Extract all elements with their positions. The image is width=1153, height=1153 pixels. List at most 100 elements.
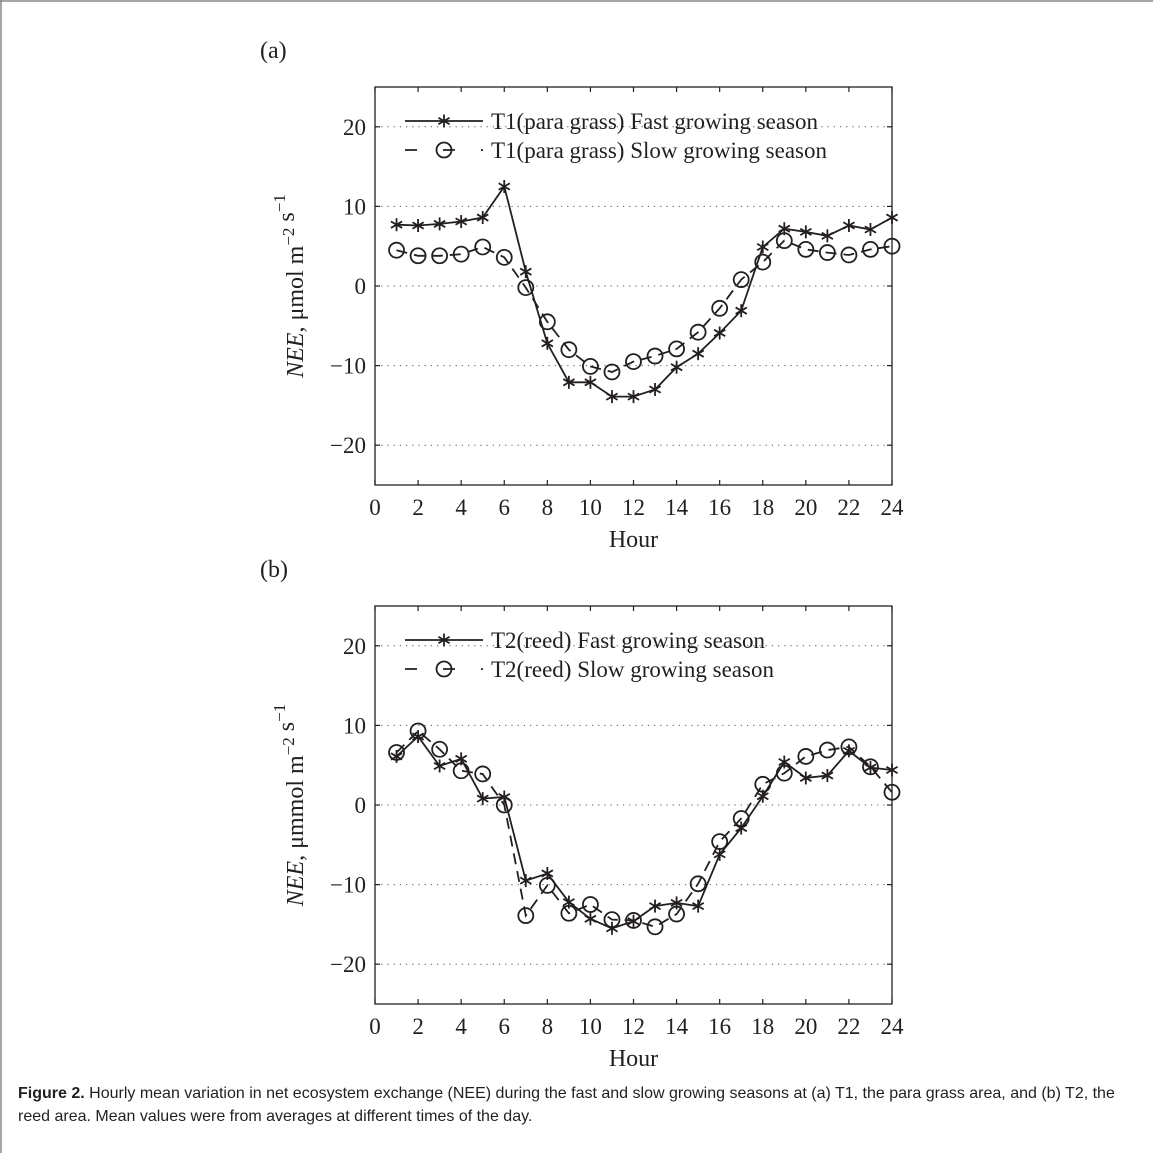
legend-marker-b-1 <box>437 633 451 647</box>
x-tick-label-a: 24 <box>881 495 905 520</box>
x-axis-label-b: Hour <box>609 1046 658 1072</box>
x-tick-label-a: 18 <box>751 495 774 520</box>
data-point-b-slow <box>775 764 793 782</box>
caption-label: Figure 2. <box>18 1085 85 1102</box>
x-tick-label-b: 8 <box>542 1014 554 1039</box>
x-tick-label-b: 20 <box>794 1014 817 1039</box>
data-point-a-fast <box>842 219 855 233</box>
data-point-b-slow <box>603 911 621 929</box>
data-point-b-fast <box>605 921 619 935</box>
figure-caption: Figure 2. Hourly mean variation in net e… <box>18 1082 1138 1128</box>
y-tick-label-a: 0 <box>355 274 367 299</box>
data-point-b-slow <box>689 875 707 893</box>
data-point-b-slow <box>883 783 901 801</box>
y-tick-label-a: 10 <box>343 194 366 219</box>
y-tick-label-a: −10 <box>330 354 366 379</box>
x-tick-label-b: 6 <box>499 1014 511 1039</box>
data-point-a-slow <box>452 245 470 263</box>
data-point-a-fast <box>692 347 705 361</box>
x-tick-label-b: 22 <box>837 1014 860 1039</box>
data-point-b-slow <box>409 722 427 740</box>
data-point-a-fast <box>605 390 619 404</box>
data-point-a-slow <box>517 279 535 296</box>
data-point-b-slow <box>452 762 470 780</box>
data-point-a-fast <box>821 229 834 243</box>
x-tick-label-a: 8 <box>542 495 554 520</box>
data-point-b-fast <box>864 761 877 775</box>
data-point-a-slow <box>711 299 729 317</box>
data-point-a-fast <box>864 222 877 236</box>
data-point-a-fast <box>476 211 489 225</box>
data-point-a-fast <box>541 336 554 350</box>
data-point-a-fast <box>584 375 597 389</box>
x-tick-label-a: 20 <box>794 495 817 520</box>
legend-marker-a-1 <box>437 114 451 128</box>
data-point-b-slow <box>646 918 664 936</box>
data-point-b-fast <box>476 792 489 806</box>
legend-label-a-2: T1(para grass) Slow growing season <box>491 138 827 163</box>
data-point-a-fast <box>455 215 468 229</box>
data-point-a-slow <box>883 237 901 255</box>
data-point-a-fast <box>519 265 532 279</box>
data-point-b-fast <box>885 763 899 777</box>
data-point-b-slow <box>862 758 879 776</box>
series-line-b-1 <box>395 735 893 930</box>
data-point-b-fast <box>713 847 726 861</box>
x-tick-label-a: 0 <box>369 495 381 520</box>
y-tick-label-a: 20 <box>343 115 366 140</box>
data-point-b-fast <box>519 874 532 888</box>
data-point-a-slow <box>775 232 793 250</box>
data-point-b-slow <box>625 912 642 929</box>
x-tick-label-b: 4 <box>455 1014 467 1039</box>
data-point-a-slow <box>797 240 815 258</box>
data-point-b-fast <box>692 899 705 913</box>
data-point-b-slow <box>711 833 729 851</box>
data-point-b-slow <box>754 775 772 793</box>
data-point-a-fast <box>433 217 446 231</box>
data-point-a-fast <box>885 211 899 225</box>
y-tick-label-a: −20 <box>330 433 366 458</box>
data-point-a-slow <box>409 247 427 265</box>
y-tick-label-b: −10 <box>330 873 366 898</box>
y-tick-label-b: −20 <box>330 952 366 977</box>
data-point-b-slow <box>732 810 750 827</box>
series-line-b-2 <box>395 729 893 928</box>
data-point-b-slow <box>474 765 492 783</box>
legend-a: T1(para grass) Fast growing season T1(par… <box>405 109 827 163</box>
data-point-a-slow <box>474 238 492 256</box>
data-point-a-slow <box>582 357 599 375</box>
x-tick-label-b: 14 <box>665 1014 689 1039</box>
data-point-a-slow <box>818 244 836 261</box>
data-point-a-slow <box>732 271 750 289</box>
x-tick-label-b: 18 <box>751 1014 774 1039</box>
data-point-a-slow <box>495 248 513 266</box>
data-point-a-slow <box>603 363 621 381</box>
data-point-b-fast <box>821 769 834 783</box>
data-point-a-slow <box>538 313 556 331</box>
data-point-a-slow <box>668 340 685 358</box>
caption-text: Hourly mean variation in net ecosystem e… <box>18 1085 1115 1125</box>
panel-label-a: (a) <box>260 38 287 64</box>
x-tick-label-a: 12 <box>622 495 645 520</box>
data-point-b-slow <box>560 904 578 922</box>
x-tick-label-a: 2 <box>412 495 424 520</box>
x-tick-label-b: 24 <box>881 1014 905 1039</box>
data-point-b-slow <box>517 907 535 925</box>
data-point-a-slow <box>754 253 772 271</box>
data-point-a-fast <box>713 326 726 340</box>
data-point-a-fast <box>627 390 640 404</box>
data-point-a-slow <box>388 241 405 259</box>
data-point-a-fast <box>648 382 662 396</box>
x-tick-label-b: 16 <box>708 1014 731 1039</box>
data-point-a-fast <box>756 240 769 254</box>
data-point-a-slow <box>862 240 879 258</box>
data-point-a-slow <box>689 323 707 341</box>
x-tick-label-a: 4 <box>455 495 467 520</box>
data-point-b-slow <box>797 748 815 765</box>
legend-label-a-1: T1(para grass) Fast growing season <box>491 109 819 134</box>
data-point-a-fast <box>562 375 575 389</box>
panel-b-chart: 0 2 4 6 8 10 12 14 16 18 20 22 24−20−1001020(b)HourN… <box>260 557 904 1072</box>
panel-a-chart: 0 2 4 6 8 10 12 14 16 18 20 22 24−20−1001020(a)HourN… <box>260 38 904 553</box>
series-line-a-2 <box>396 239 893 373</box>
